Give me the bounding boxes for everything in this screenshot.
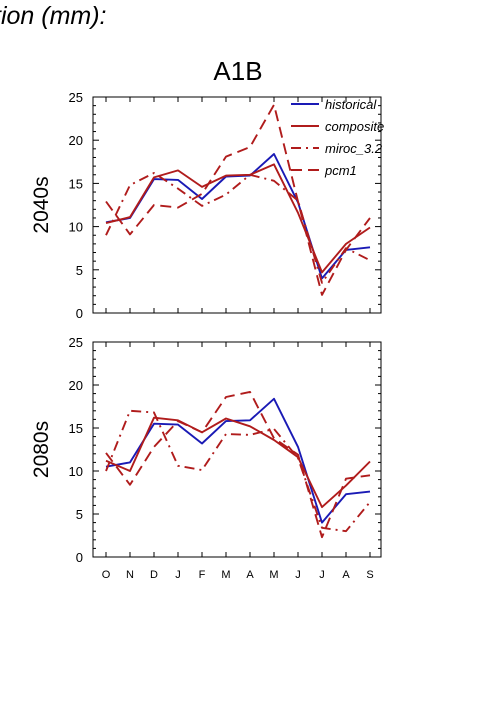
y-tick-label: 10 (69, 464, 83, 479)
y-tick-label: 0 (76, 550, 83, 565)
panel-label: 2040s (30, 176, 53, 233)
x-tick-label: J (175, 569, 181, 581)
x-tick-label: M (269, 569, 278, 581)
x-tick-label: A (246, 569, 254, 581)
x-tick-label: M (221, 569, 230, 581)
x-tick-label: S (366, 569, 373, 581)
x-tick-label: F (199, 569, 206, 581)
legend-entry: pcm1 (324, 163, 357, 178)
legend-entry: composite (325, 119, 384, 134)
series-line-historical (105, 397, 371, 524)
panel-frame (92, 96, 382, 314)
y-tick-label: 25 (69, 90, 83, 105)
series-line-miroc-3-2 (105, 409, 371, 533)
y-tick-label: 25 (69, 335, 83, 350)
x-tick-label: O (102, 569, 111, 581)
x-tick-label: J (295, 569, 301, 581)
y-tick-label: 5 (76, 507, 83, 522)
series-line-composite (105, 163, 371, 274)
y-tick-label: 10 (69, 220, 83, 235)
y-tick-label: 15 (69, 421, 83, 436)
series-line-pcm1 (105, 390, 371, 539)
x-tick-label: A (342, 569, 350, 581)
legend-entry: miroc_3.2 (325, 141, 383, 156)
series-line-pcm1 (105, 103, 371, 296)
x-tick-label: J (319, 569, 325, 581)
scenario-title: A1B (213, 56, 263, 86)
panel-label: 2080s (30, 421, 53, 478)
y-tick-label: 0 (76, 306, 83, 321)
panel-frame (92, 341, 382, 558)
y-tick-label: 20 (69, 378, 83, 393)
y-tick-label: 15 (69, 176, 83, 191)
y-tick-label: 5 (76, 263, 83, 278)
x-tick-label: N (126, 569, 134, 581)
y-tick-label: 20 (69, 133, 83, 148)
series-line-miroc-3-2 (105, 172, 371, 284)
x-tick-label: D (150, 569, 158, 581)
series-line-composite (105, 416, 371, 509)
legend-entry: historical (325, 97, 377, 112)
page-title: tion (mm): (0, 2, 107, 30)
